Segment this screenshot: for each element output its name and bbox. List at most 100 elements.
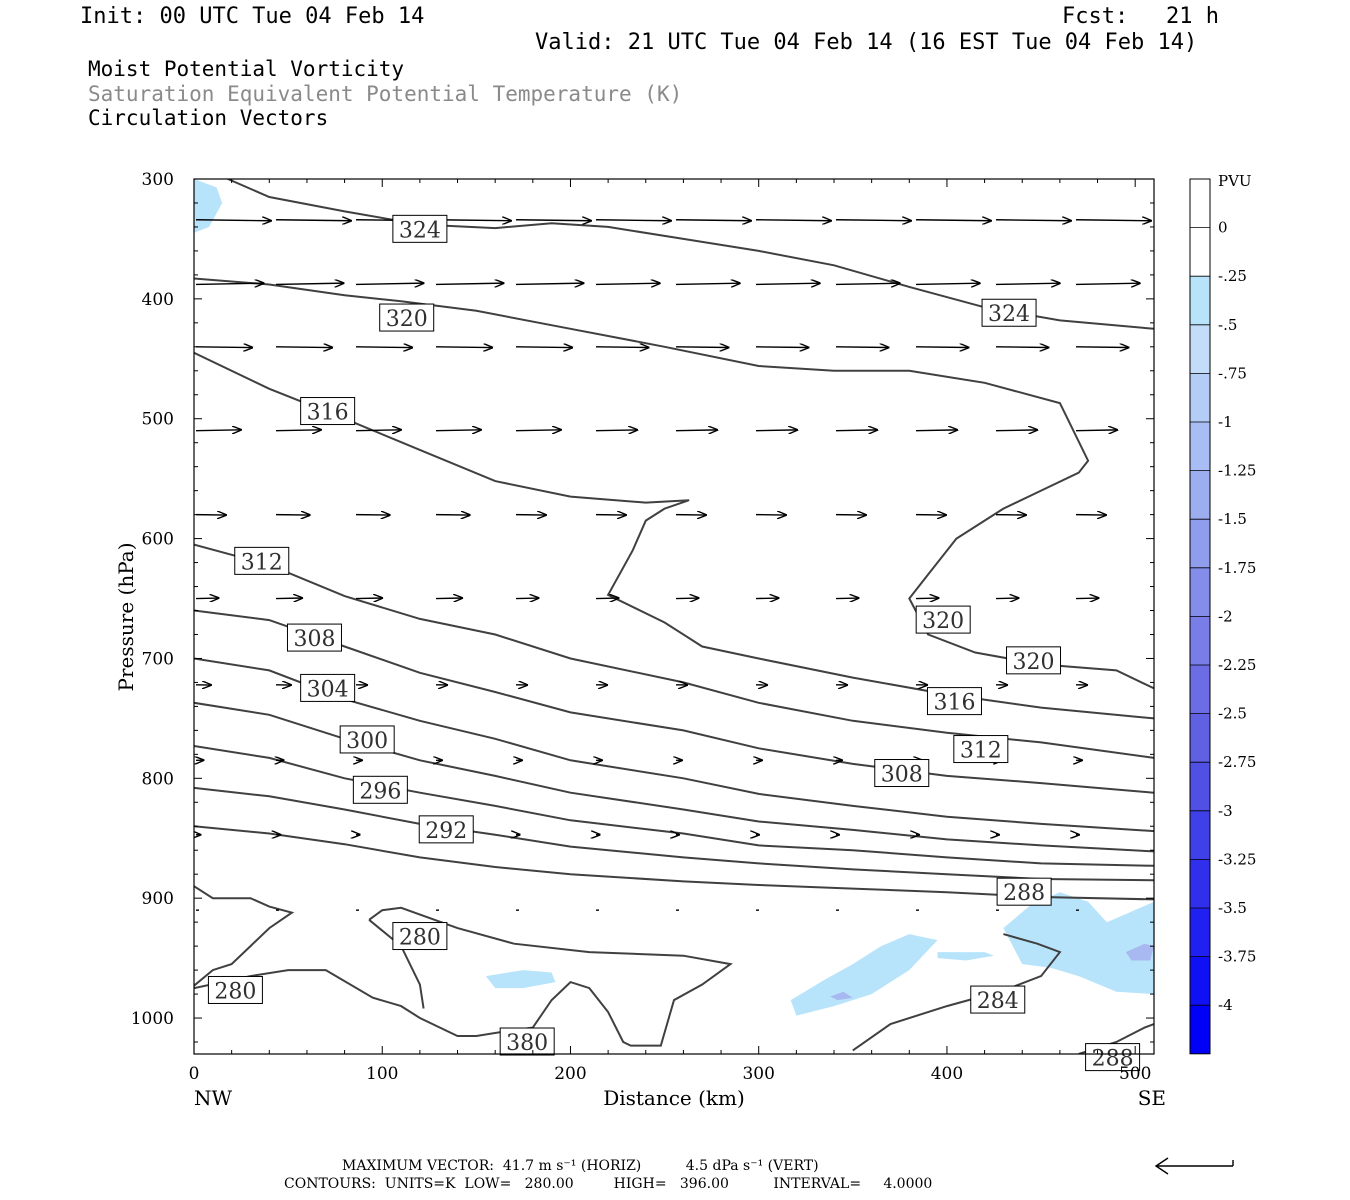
circulation-vector xyxy=(1075,347,1129,348)
forecast-hour-label: Fcst: xyxy=(1062,4,1129,29)
colorbar-level-label: -.75 xyxy=(1218,364,1247,382)
contour-label-text: 300 xyxy=(346,729,388,754)
contour-label: 296 xyxy=(352,775,408,804)
circulation-vector xyxy=(595,347,649,348)
circulation-vector xyxy=(355,430,401,431)
colorbar-level-label: -3.5 xyxy=(1218,899,1247,917)
circulation-vector xyxy=(835,347,889,348)
colorbar-swatch xyxy=(1190,810,1210,860)
colorbar-swatch xyxy=(1190,227,1210,277)
x-axis-label: Distance (km) xyxy=(603,1086,745,1110)
contour-label: 316 xyxy=(300,397,356,426)
valid-time: Valid: 21 UTC Tue 04 Feb 14 (16 EST Tue … xyxy=(535,30,1198,55)
colorbar-swatch xyxy=(1190,276,1210,325)
y-tick-label: 600 xyxy=(142,530,174,550)
title-circulation-vectors: Circulation Vectors xyxy=(88,106,329,130)
y-tick-label: 700 xyxy=(142,649,174,669)
contour-label-box xyxy=(915,605,971,634)
colorbar-level-label: -2 xyxy=(1218,607,1233,625)
pv-region-0 xyxy=(194,179,223,233)
circulation-vector xyxy=(995,430,1037,431)
theta-es-contour-324-0 xyxy=(194,277,1154,690)
circulation-vector xyxy=(355,598,382,599)
circulation-vector xyxy=(915,220,991,221)
contour-label-text: 316 xyxy=(933,691,975,716)
forecast-hour-value: 21 h xyxy=(1166,4,1219,29)
contour-label: 324 xyxy=(981,298,1037,327)
title-moist-pv: Moist Potential Vorticity xyxy=(88,57,405,81)
theta-es-contour-292-8 xyxy=(194,786,1154,882)
circulation-vector xyxy=(835,430,877,431)
circulation-vector xyxy=(195,347,252,348)
circulation-vector xyxy=(835,220,911,221)
contour-label: 308 xyxy=(874,759,930,788)
contour-label-text: 324 xyxy=(988,302,1030,327)
circulation-vector xyxy=(515,430,561,431)
x-endpoint-right: SE xyxy=(1138,1086,1166,1110)
contour-label-box xyxy=(981,298,1037,327)
colorbar-level-label: -3.25 xyxy=(1218,850,1256,868)
contour-label-text: 320 xyxy=(922,609,964,634)
theta-es-contour-284-13 xyxy=(852,933,1062,1052)
colorbar-swatch xyxy=(1190,908,1210,957)
y-tick-label: 500 xyxy=(142,410,174,430)
contour-label: 312 xyxy=(234,546,290,575)
max-vector-note: MAXIMUM VECTOR: 41.7 m s⁻¹ (HORIZ) 4.5 d… xyxy=(342,1158,819,1174)
contour-label: 280 xyxy=(207,975,263,1004)
contour-label-text: 324 xyxy=(399,218,441,243)
colorbar-level-label: -1.5 xyxy=(1218,510,1247,528)
x-tick-label: 400 xyxy=(931,1064,963,1084)
contour-label-text: 320 xyxy=(1013,650,1055,675)
contour-label-text: 284 xyxy=(977,989,1019,1014)
circulation-vector xyxy=(435,220,511,221)
contour-label-text: 308 xyxy=(881,763,923,788)
circulation-vector xyxy=(755,430,797,431)
contour-label: 304 xyxy=(300,673,356,702)
contour-label-box xyxy=(1085,1043,1141,1072)
colorbar-level-label: -2.75 xyxy=(1218,753,1256,771)
contour-label-text: 308 xyxy=(293,627,335,652)
circulation-vector xyxy=(755,283,820,284)
colorbar-level-label: -3 xyxy=(1218,802,1233,820)
theta-es-contour-312-3 xyxy=(194,543,1154,759)
y-tick-label: 300 xyxy=(142,170,174,190)
circulation-vector xyxy=(915,347,969,348)
colorbar-swatch xyxy=(1190,762,1210,811)
contour-label-box xyxy=(207,975,263,1004)
circulation-vector xyxy=(435,430,481,431)
contour-label: 312 xyxy=(953,735,1009,764)
pv-region-1 xyxy=(485,970,556,989)
circulation-vector xyxy=(675,220,751,221)
contour-label: 280 xyxy=(392,922,448,951)
circulation-vector xyxy=(355,347,412,348)
contour-label-text: 280 xyxy=(399,926,441,951)
colorbar-swatch xyxy=(1190,324,1210,374)
contour-label-box xyxy=(300,397,356,426)
y-tick-label: 400 xyxy=(142,290,174,310)
title-theta-es: Saturation Equivalent Potential Temperat… xyxy=(88,82,683,106)
contour-label-box xyxy=(1006,646,1062,675)
colorbar-swatch xyxy=(1190,470,1210,520)
theta-es-contour-316-2 xyxy=(194,351,1154,720)
contour-label: 288 xyxy=(996,877,1052,906)
circulation-vector xyxy=(675,283,740,284)
colorbar-swatch xyxy=(1190,179,1210,228)
circulation-vector xyxy=(915,430,957,431)
x-tick-label: 500 xyxy=(1119,1064,1151,1084)
circulation-vector xyxy=(995,220,1071,221)
contour-label-box xyxy=(339,725,395,754)
theta-es-contour-280-11 xyxy=(194,906,734,1047)
circulation-vector xyxy=(275,283,344,284)
contour-label-text: 312 xyxy=(960,739,1002,764)
contour-info: CONTOURS: UNITS=K LOW= 280.00 HIGH= 396.… xyxy=(284,1176,933,1192)
circulation-vector xyxy=(515,283,584,284)
colorbar-swatch xyxy=(1190,567,1210,617)
contour-label-box xyxy=(234,546,290,575)
contour-label: 300 xyxy=(339,725,395,754)
y-tick-label: 800 xyxy=(142,769,174,789)
circulation-vector xyxy=(1075,220,1151,221)
colorbar-swatch xyxy=(1190,713,1210,763)
theta-es-contour-296-7 xyxy=(194,745,1154,867)
colorbar-level-label: -.25 xyxy=(1218,267,1247,285)
